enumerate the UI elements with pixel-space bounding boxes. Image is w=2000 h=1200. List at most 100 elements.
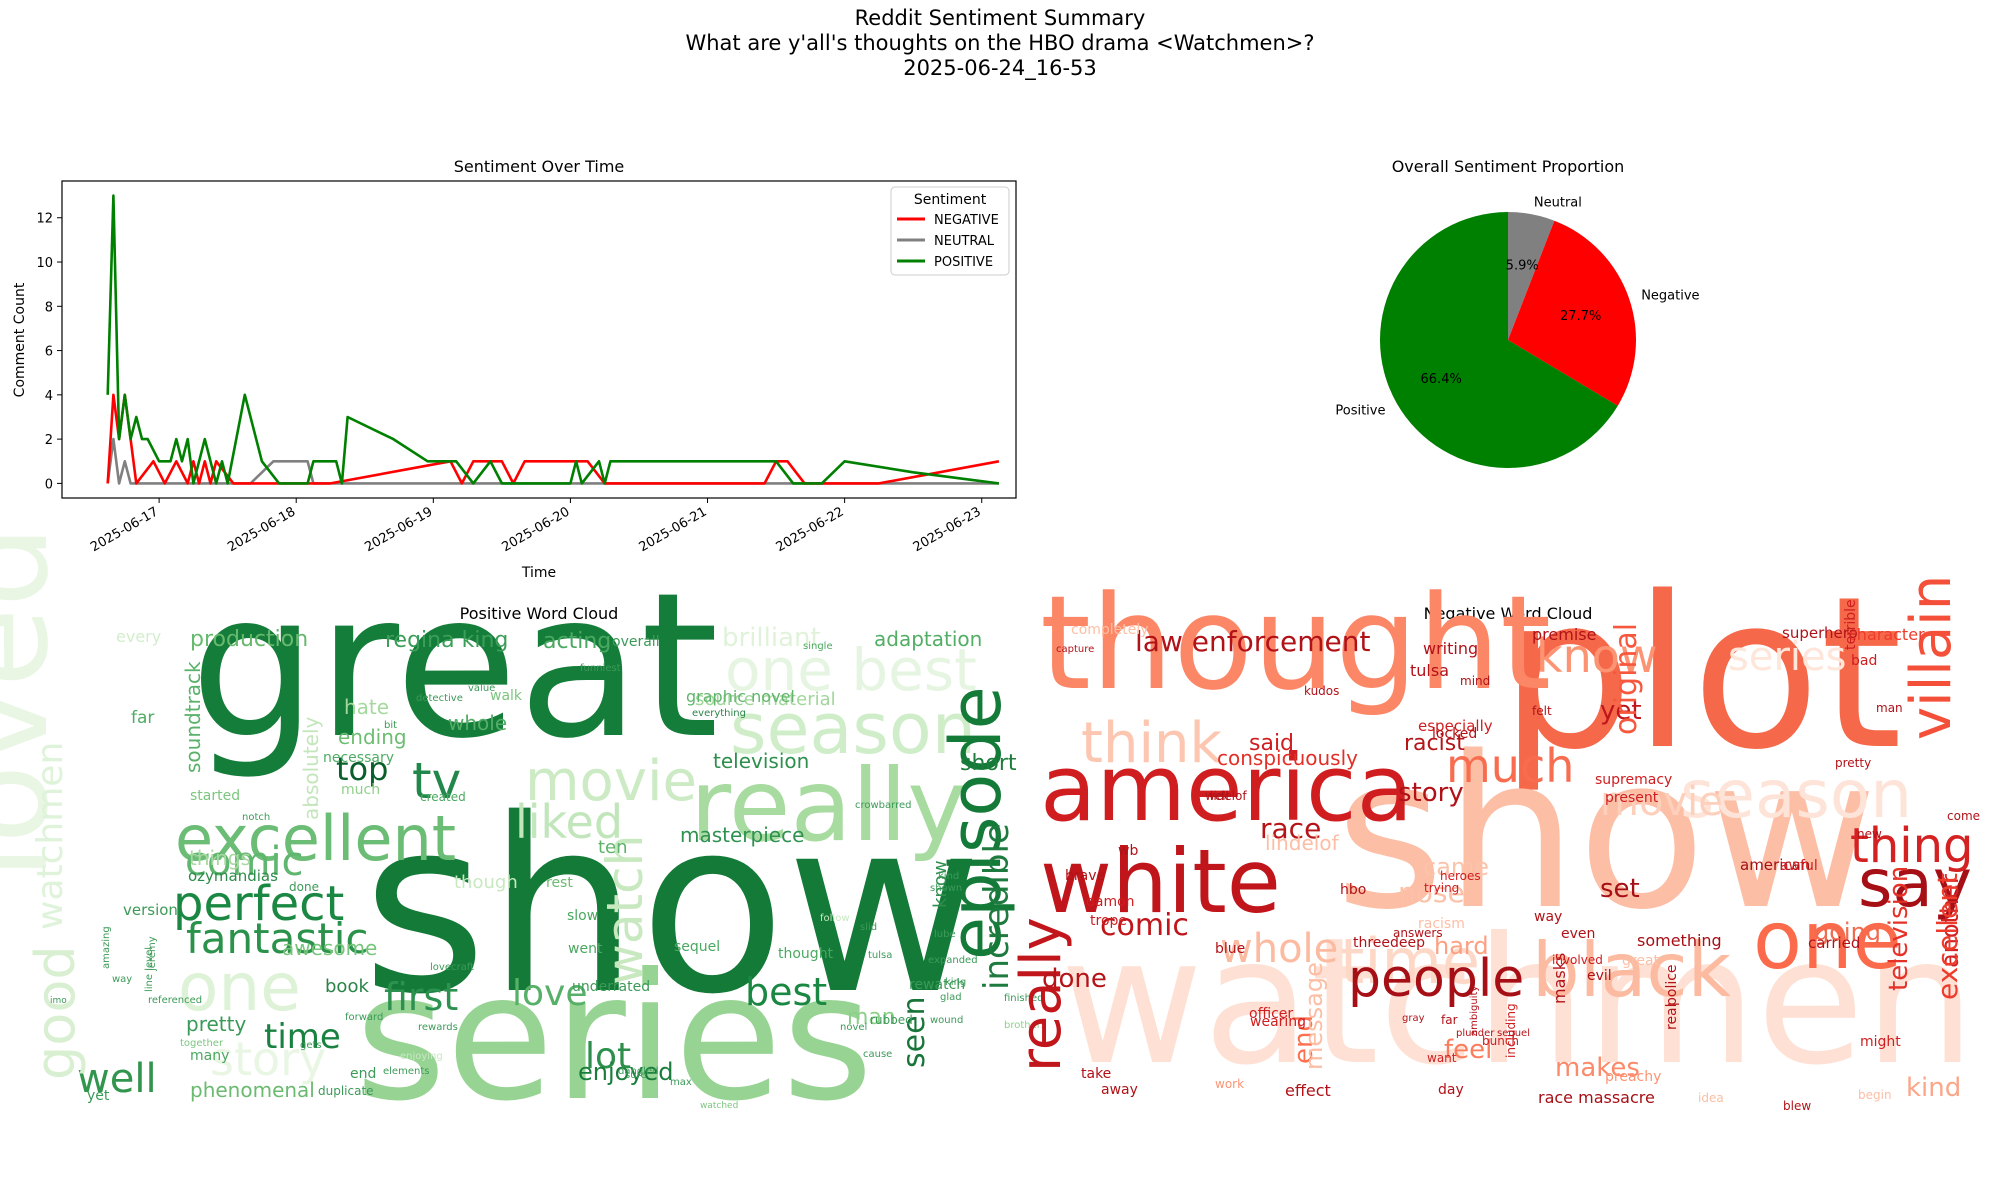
- positive-word-absolutely: absolutely: [299, 716, 323, 820]
- negative-word-evil: evil: [1587, 968, 1612, 984]
- positive-word-though: though: [454, 872, 518, 893]
- negative-word-present: present: [1605, 790, 1659, 806]
- negative-word-day: day: [1438, 1082, 1464, 1098]
- negative-word-especially: especially: [1418, 717, 1493, 735]
- pie-slice-negative: [1508, 220, 1637, 406]
- negative-word-real: real: [1664, 1003, 1680, 1030]
- positive-word-done: done: [289, 880, 319, 894]
- negative-word-lindelof: lindelof: [1265, 831, 1340, 855]
- positive-word-enjoyed: enjoyed: [578, 1058, 674, 1086]
- negative-word-bad: bad: [1851, 653, 1877, 669]
- positive-word-love: love: [512, 973, 587, 1014]
- x-tick-label: 2025-06-21: [637, 504, 710, 555]
- negative-word-movie: movie: [1600, 779, 1723, 825]
- negative-word-preachy: preachy: [1605, 1069, 1661, 1085]
- negative-word-another: another: [1936, 874, 1964, 968]
- positive-word-novel: novel: [840, 1022, 867, 1033]
- y-tick-label: 0: [45, 477, 53, 492]
- figure-timestamp: 2025-06-24_16-53: [903, 56, 1097, 80]
- positive-word-top: top: [336, 750, 388, 788]
- negative-word-even: even: [1561, 926, 1595, 942]
- negative-word-gray: gray: [1402, 1013, 1425, 1024]
- negative-word-wb: wb: [1118, 843, 1138, 859]
- positive-word-source-material: source material: [695, 689, 836, 710]
- negative-word-come: come: [1947, 809, 1980, 823]
- positive-word-kind: kind: [938, 871, 959, 882]
- positive-word-episode: episode: [935, 686, 1017, 960]
- positive-word-man: man: [847, 1005, 896, 1030]
- line-chart-panel: Sentiment Over Time 0 2 4 6 8 10 12 2025-06-17 2…: [12, 157, 1017, 581]
- positive-word-liked: liked: [515, 795, 623, 849]
- positive-word-acting: acting: [543, 629, 611, 654]
- positive-word-television: television: [713, 749, 809, 773]
- positive-word-things: things: [189, 846, 251, 870]
- pie-chart-labels: Neutral 5.9% Negative 27.7% Positive 66.4%: [1335, 196, 1699, 419]
- negative-word-say: say: [1858, 845, 1972, 922]
- positive-word-first: first: [384, 975, 458, 1019]
- positive-word-enjoying: enjoying: [400, 1051, 443, 1062]
- negative-word-thought: thought: [1040, 567, 1551, 719]
- negative-word-original: original: [1609, 623, 1644, 735]
- pie-label-positive: Positive: [1335, 403, 1385, 418]
- positive-word-much: much: [341, 782, 380, 798]
- negative-word-damon: damon: [1086, 894, 1135, 910]
- positive-word-brothers: brothers: [1004, 1020, 1046, 1031]
- line-chart-legend: Sentiment NEGATIVE NEUTRAL POSITIVE: [890, 186, 1010, 276]
- negative-word-television: television: [1884, 866, 1914, 991]
- positive-word-production: production: [190, 627, 308, 652]
- positive-word-everything: everything: [692, 708, 746, 719]
- negative-word-racist: racist: [1404, 731, 1465, 756]
- positive-word-short: short: [960, 751, 1017, 776]
- positive-word-imo: imo: [50, 996, 67, 1006]
- positive-word-underrated: underrated: [572, 979, 650, 995]
- negative-word-writing: writing: [1423, 639, 1478, 658]
- negative-word-think: think: [1081, 711, 1223, 776]
- positive-word-show: show: [362, 767, 982, 1047]
- negative-word-character: character: [1848, 625, 1925, 644]
- pie-chart-panel: Overall Sentiment Proportion Neutral 5.9%…: [1335, 157, 1700, 468]
- y-tick-label: 12: [36, 212, 53, 227]
- positive-word-finished: finished: [1004, 993, 1043, 1004]
- pie-label-neutral: Neutral: [1534, 196, 1582, 211]
- positive-word-rest: rest: [546, 875, 573, 891]
- line-chart-series: [106, 194, 1000, 485]
- negative-word-america: america: [1040, 735, 1413, 842]
- series-line-positive: [106, 194, 1000, 485]
- positive-word-well: well: [77, 1056, 157, 1102]
- y-tick-label: 10: [36, 256, 53, 271]
- positive-word-story: story: [210, 1032, 326, 1086]
- negative-word-time: time: [1340, 925, 1480, 998]
- negative-word-effect: effect: [1285, 1081, 1331, 1100]
- positive-word-masterpiece: masterpiece: [680, 823, 804, 847]
- positive-word-referenced: referenced: [148, 995, 202, 1006]
- positive-word-perfect: perfect: [173, 876, 344, 932]
- positive-word-book: book: [325, 976, 369, 997]
- positive-word-watch: watch: [596, 835, 654, 985]
- positive-word-many: many: [190, 1048, 229, 1064]
- positive-cloud-title: Positive Word Cloud: [460, 604, 619, 623]
- positive-word-glad: glad: [940, 992, 962, 1003]
- negative-word-including: including: [1504, 1003, 1518, 1058]
- negative-word-really: really: [1009, 917, 1074, 1072]
- negative-word-bunch: bunch: [1482, 1034, 1519, 1048]
- positive-word-went: went: [568, 941, 603, 957]
- x-tick-label: 2025-06-17: [88, 504, 161, 555]
- negative-word-set: set: [1600, 874, 1640, 904]
- negative-word-deep: deep: [1390, 935, 1425, 951]
- positive-word-phenomenal: phenomenal: [190, 1078, 315, 1102]
- positive-word-cause: cause: [863, 1049, 892, 1060]
- negative-word-comic: comic: [1100, 908, 1189, 943]
- negative-word-far: far: [1441, 1013, 1458, 1027]
- pie-chart-slices: [1379, 212, 1637, 468]
- positive-word-shown: shown: [930, 883, 962, 894]
- negative-word-end: end: [1289, 1015, 1319, 1064]
- line-chart-xlabel: Time: [521, 565, 556, 581]
- positive-word-adaptation: adaptation: [874, 627, 982, 651]
- negative-word-thing: thing: [1850, 818, 1973, 874]
- pie-pct-negative: 27.7%: [1560, 309, 1601, 324]
- negative-word-begin: begin: [1858, 1088, 1892, 1102]
- positive-word-time: time: [264, 1017, 341, 1057]
